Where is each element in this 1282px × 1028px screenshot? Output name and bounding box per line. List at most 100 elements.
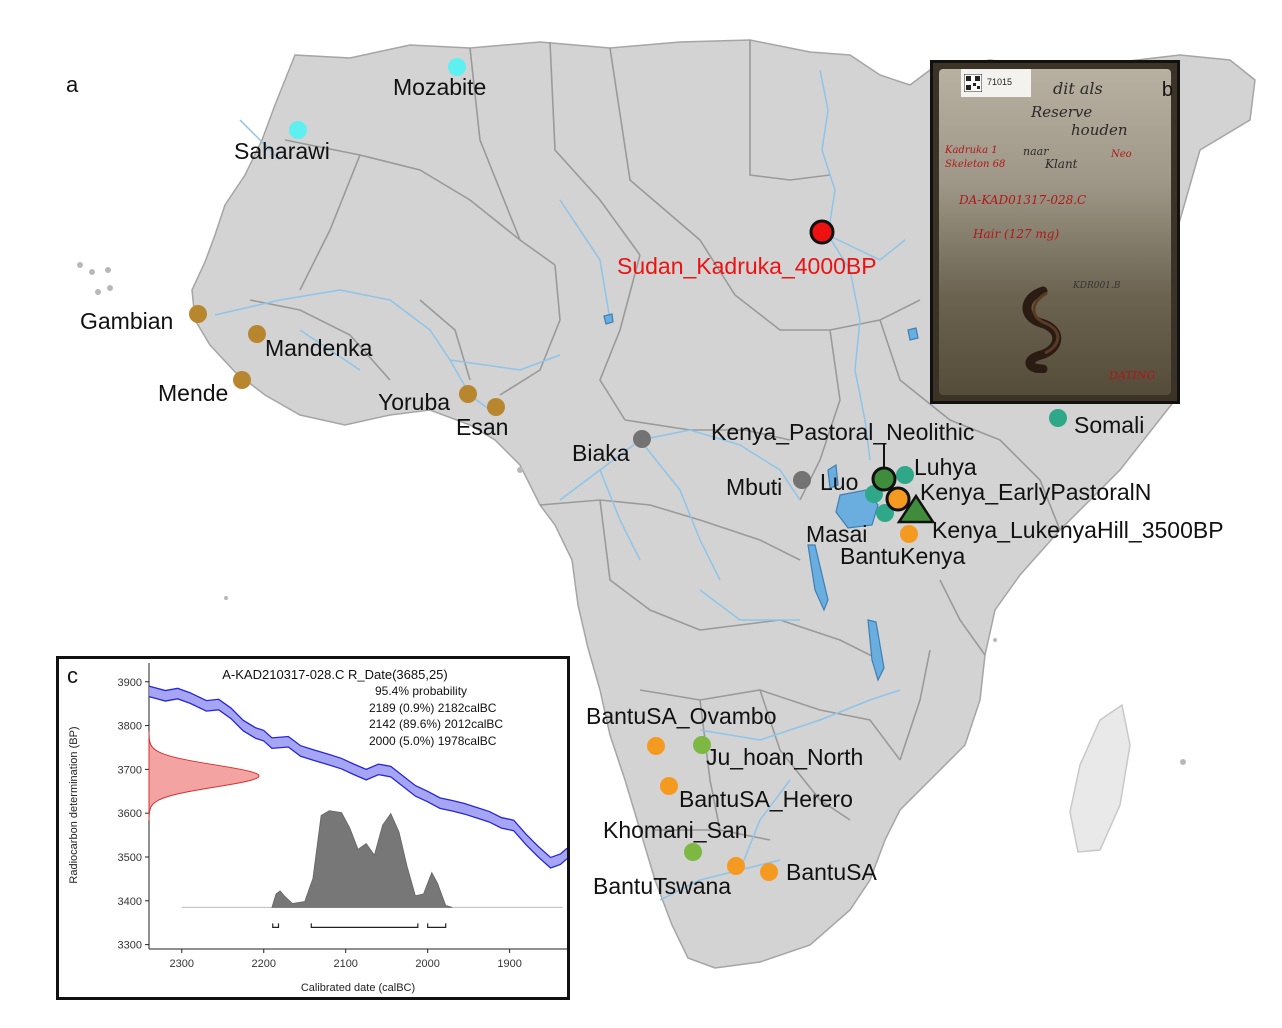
label-mozabite: Mozabite [393,74,486,100]
y-tick-label: 3800 [118,721,142,733]
label-juhoan-north: Ju_hoan_North [706,744,863,770]
annotation-line-4: 2000 (5.0%) 1978calBC [369,734,497,748]
note-line-1: dit als [1053,79,1103,98]
label-luo: Luo [820,469,858,495]
label-saharawi: Saharawi [234,138,330,164]
label-mandenka: Mandenka [265,335,373,361]
marker-gambian [189,305,207,323]
note-line-5: Skeleton 68 [945,159,1006,170]
x-tick-label: 2000 [415,958,439,970]
orange-river [659,859,781,901]
calibration-chart: c A-KAD210317-028.C R_Date(3685,25) 95.4… [67,663,568,994]
y-tick-label: 3600 [118,808,142,820]
x-tick-label: 2100 [333,958,357,970]
label-bantusa-herero: BantuSA_Herero [679,786,853,812]
note-line-4: Kadruka 1 [945,145,998,156]
islands [77,262,1186,765]
marker-biaka [633,430,651,448]
x-tick-label: 2300 [170,958,194,970]
label-luhya: Luhya [914,454,977,480]
marker-mozabite [448,58,466,76]
label-mbuti: Mbuti [726,474,782,500]
marker-bantusa-ovambo [647,737,665,755]
note-line-3: houden [1071,121,1128,139]
marker-sudan-kadruka [809,219,835,245]
zambezi-river [699,689,901,741]
sample-sticker: 71015 [961,69,1031,97]
x-tick-label: 1900 [497,958,521,970]
lake-tanganyika [807,544,829,612]
label-bantukenya: BantuKenya [840,543,966,569]
panel-label-c: c [67,663,78,688]
marker-mbuti [793,471,811,489]
range-bracket [272,923,280,928]
sample-photo: 71015 dit als Reserve houden Kadruka 1 S… [930,60,1180,404]
label-bantusa: BantuSA [786,859,877,885]
label-yoruba: Yoruba [378,389,450,415]
y-tick-label: 3900 [118,677,142,689]
note-line-10: Hair (127 mg) [973,227,1060,241]
marker-khomani-san [684,843,702,861]
y-tick-label: 3300 [118,940,142,952]
marker-bantutswana [727,857,745,875]
marker-somali [1049,409,1067,427]
marker-bantusa-herero [660,777,678,795]
x-tick-label: 2200 [252,958,276,970]
marker-yoruba [459,385,477,403]
y-tick-label: 3700 [118,764,142,776]
lakes [603,313,919,682]
madagascar [1069,703,1131,853]
marker-bantukenya [900,525,918,543]
marker-kenya-lukenyahill [896,493,936,524]
sticker-number: 71015 [987,77,1013,87]
population-labels: Mozabite Saharawi Sudan_Kadruka_4000BP G… [80,74,1224,899]
note-line-8: Neo [1111,149,1132,160]
marker-mandenka [248,325,266,343]
note-line-7: Klant [1045,157,1078,171]
calibration-chart-panel: c A-KAD210317-028.C R_Date(3685,25) 95.4… [56,656,570,1000]
marker-kenya-pastoral-neolithic [871,466,897,492]
label-bantutswana: BantuTswana [593,873,731,899]
lake-malawi [867,619,885,682]
y-tick-label: 3500 [118,852,142,864]
x-axis-label: Calibrated date (calBC) [301,982,415,994]
note-line-12: DATING [1109,369,1156,382]
label-esan: Esan [456,414,508,440]
marker-saharawi [289,121,307,139]
label-kenya-lukenyahill: Kenya_LukenyaHill_3500BP [932,517,1224,543]
nile-river [819,69,871,461]
range-bracket [427,923,447,928]
label-kenya-early-pastoraln: Kenya_EarlyPastoralN [920,479,1151,505]
chart-body: 3300 3400 3500 3600 3700 3800 3900 2300 2200 2100… [118,663,568,970]
note-line-11: KDR001.B [1073,281,1121,291]
label-masai: Masai [806,521,867,547]
qr-code-icon [964,74,982,92]
hair-sample-icon [1022,286,1062,373]
range-bracket [310,923,419,928]
annotation-line-2: 2189 (0.9%) 2182calBC [369,701,497,715]
panel-label-a: a [66,72,79,97]
note-line-6: naar [1023,145,1049,158]
annotation-line-3: 2142 (89.6%) 2012calBC [369,717,503,731]
chart-title: A-KAD210317-028.C R_Date(3685,25) [222,667,447,682]
label-bantusa-ovambo: BantuSA_Ovambo [586,703,777,729]
label-kenya-pastoral-neolithic: Kenya_Pastoral_Neolithic [711,419,974,445]
country-borders [249,40,1061,841]
lake-chad [603,313,614,325]
label-mende: Mende [158,380,228,406]
calibrated-distribution [271,810,453,908]
calibration-band [149,686,567,868]
label-gambian: Gambian [80,308,173,334]
note-line-9: DA-KAD01317-028.C [959,193,1087,207]
label-somali: Somali [1074,412,1144,438]
calibration-curve-upper [148,685,568,859]
annotation-line-1: 95.4% probability [375,684,467,698]
lake-tana [907,327,919,341]
y-axis-label: Radiocarbon determination (BP) [68,726,80,883]
label-khomani-san: Khomani_San [603,817,748,843]
note-line-2: Reserve [1031,103,1093,121]
y-tick-label: 3400 [118,896,142,908]
marker-masai [876,504,894,522]
label-sudan-kadruka: Sudan_Kadruka_4000BP [617,253,877,279]
marker-bantusa [760,863,778,881]
